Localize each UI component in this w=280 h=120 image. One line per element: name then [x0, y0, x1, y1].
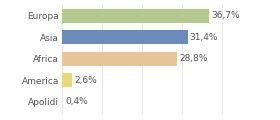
Bar	[62, 9, 209, 23]
Text: 28,8%: 28,8%	[179, 54, 208, 63]
Bar	[62, 52, 177, 66]
Bar	[62, 73, 72, 87]
Bar	[62, 30, 188, 44]
Text: 36,7%: 36,7%	[211, 11, 240, 20]
Bar	[62, 95, 63, 109]
Text: 0,4%: 0,4%	[65, 97, 88, 106]
Text: 31,4%: 31,4%	[190, 33, 218, 42]
Text: 2,6%: 2,6%	[74, 76, 97, 85]
